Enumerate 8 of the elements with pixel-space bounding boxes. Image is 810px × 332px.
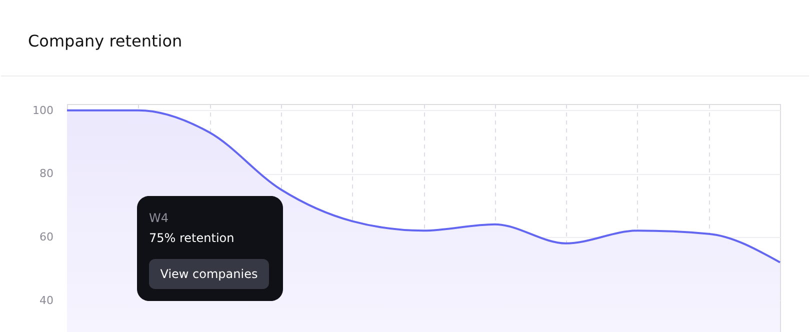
y-tick-label: 80 xyxy=(40,167,54,180)
chart-title: Company retention xyxy=(28,32,182,50)
y-tick-label: 40 xyxy=(40,294,54,307)
annotation: 75% retention xyxy=(149,231,234,245)
annotation: View companies xyxy=(160,267,258,281)
y-tick-label: 60 xyxy=(40,230,54,244)
y-tick-label: 100 xyxy=(32,104,54,117)
annotation: W4 xyxy=(149,211,168,225)
